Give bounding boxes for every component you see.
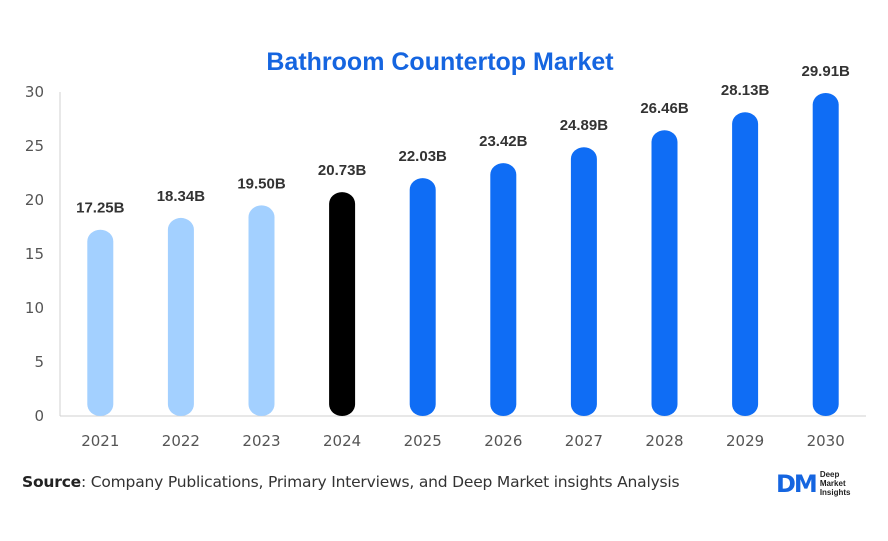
data-label: 20.73B (318, 162, 367, 179)
source-note: Source: Company Publications, Primary In… (22, 473, 680, 491)
y-axis-ticks: 0 5 10 15 20 25 30 (25, 83, 44, 425)
x-tick-label: 2027 (565, 432, 603, 450)
x-axis-ticks: 2021 2022 2023 2024 2025 2026 2027 2028 2029 2030 (81, 432, 845, 450)
logo-line-3: Insights (819, 488, 851, 497)
y-tick-label: 10 (25, 299, 44, 317)
bar (87, 229, 114, 416)
y-tick-label: 30 (25, 83, 44, 101)
y-tick-label: 0 (34, 407, 44, 425)
x-tick-label: 2025 (404, 432, 442, 450)
bar (490, 163, 517, 416)
bar (570, 147, 597, 417)
bar (651, 130, 678, 416)
data-label: 28.13B (721, 82, 770, 99)
data-label: 19.50B (237, 175, 286, 192)
source-label: Source (22, 473, 81, 491)
bars-group (87, 92, 839, 417)
chart-title: Bathroom Countertop Market (266, 48, 614, 76)
x-tick-label: 2026 (484, 432, 522, 450)
data-label: 18.34B (157, 188, 206, 205)
y-tick-label: 25 (25, 137, 44, 155)
bar (732, 112, 759, 417)
source-text: : Company Publications, Primary Intervie… (81, 473, 680, 491)
bar (409, 178, 436, 416)
data-label: 24.89B (560, 117, 609, 134)
bar (812, 92, 839, 417)
data-label: 17.25B (76, 200, 125, 217)
logo-line-2: Market (819, 479, 846, 488)
x-tick-label: 2023 (242, 432, 280, 450)
logo-text: Deep Market Insights (820, 470, 851, 497)
bar (167, 217, 194, 416)
y-tick-label: 20 (25, 191, 44, 209)
data-label: 29.91B (802, 63, 851, 80)
logo-mark: DM (776, 469, 818, 498)
x-tick-label: 2030 (807, 432, 845, 450)
data-label: 26.46B (640, 100, 689, 117)
y-tick-label: 5 (34, 353, 44, 371)
logo-line-1: Deep (819, 470, 840, 479)
bar (329, 192, 356, 416)
bar-chart: Bathroom Countertop Market 051015202530 … (25, 48, 866, 450)
data-label: 22.03B (399, 148, 448, 165)
x-tick-label: 2028 (645, 432, 683, 450)
data-label: 23.42B (479, 133, 528, 150)
x-tick-label: 2021 (81, 432, 119, 450)
brand-logo: DM Deep Market Insights (776, 470, 850, 497)
bar (248, 205, 275, 416)
x-tick-label: 2024 (323, 432, 361, 450)
x-tick-label: 2029 (726, 432, 764, 450)
y-tick-label: 15 (25, 245, 44, 263)
x-tick-label: 2022 (162, 432, 200, 450)
data-labels-group: 17.25B 18.34B 19.50B 20.73B 22.03B 23.42B 24.8… (76, 63, 850, 217)
